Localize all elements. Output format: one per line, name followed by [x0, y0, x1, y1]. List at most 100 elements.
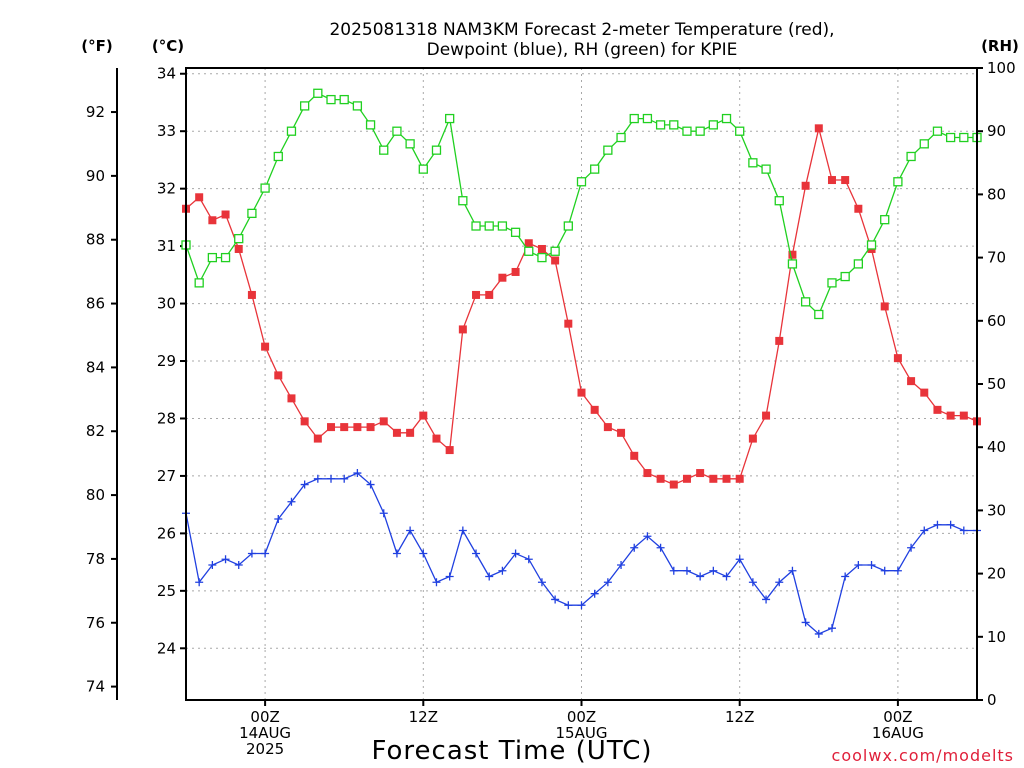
rh-point	[761, 164, 771, 174]
rh-point	[906, 151, 916, 162]
dewpoint-point	[946, 520, 955, 529]
temperature-point	[300, 417, 309, 426]
temperature-point	[801, 181, 810, 190]
temperature-point	[274, 371, 283, 380]
temperature-point	[537, 244, 546, 253]
rh-point	[379, 145, 389, 155]
dewpoint-point	[287, 497, 296, 506]
rh-point	[497, 221, 508, 231]
dewpoint-point	[788, 566, 797, 575]
fahrenheit-tick-label: 84	[86, 358, 105, 376]
temperature-point	[682, 474, 691, 483]
dewpoint-point	[498, 566, 507, 575]
rh-point	[392, 126, 402, 136]
temperature-point	[445, 446, 454, 455]
dewpoint-point	[709, 566, 718, 575]
temperature-point	[577, 388, 586, 397]
rh-point	[840, 271, 850, 282]
fahrenheit-tick-label: 82	[86, 422, 105, 440]
dewpoint-point	[261, 549, 270, 558]
rh-point	[260, 183, 270, 193]
rh-point	[405, 139, 415, 149]
rh-point	[866, 240, 877, 250]
rh-point	[207, 252, 218, 263]
celsius-tick-label: 24	[157, 639, 176, 657]
rh-tick-label: 40	[987, 438, 1006, 456]
dewpoint-point	[327, 474, 336, 483]
rh-point	[234, 233, 244, 244]
time-tick-label: 00Z	[883, 708, 912, 726]
celsius-tick-label: 33	[157, 122, 176, 140]
dewpoint-point	[208, 560, 217, 569]
temperature-point	[327, 423, 336, 432]
temperature-point	[313, 434, 322, 443]
dewpoint-point	[735, 555, 744, 564]
rh-point	[431, 145, 442, 155]
rh-unit-label: (RH)	[981, 37, 1019, 55]
rh-point	[194, 278, 204, 288]
temperature-point	[762, 411, 771, 420]
temperature-point	[524, 239, 533, 248]
plot-frame	[185, 67, 978, 701]
celsius-tick-label: 32	[157, 180, 176, 198]
rh-point	[655, 120, 666, 130]
dewpoint-point	[564, 601, 573, 610]
dewpoint-point	[511, 549, 520, 558]
dewpoint-point	[854, 560, 863, 569]
dewpoint-point	[366, 480, 375, 489]
temperature-point	[406, 428, 415, 437]
chart-title: 2025081318 NAM3KM Forecast 2-meter Tempe…	[329, 20, 834, 60]
rh-point	[590, 164, 600, 174]
dewpoint-point	[722, 572, 731, 581]
dewpoint-point	[247, 549, 256, 558]
temperature-point	[907, 377, 916, 386]
dewpoint-point	[762, 595, 771, 604]
celsius-tick-label: 25	[157, 582, 176, 600]
temperature-point	[603, 423, 612, 432]
dewpoint-point	[419, 549, 428, 558]
dewpoint-point	[933, 520, 942, 529]
rh-point	[787, 259, 798, 269]
temperature-point	[366, 423, 375, 432]
dewpoint-point	[907, 543, 916, 552]
rh-point	[880, 215, 890, 225]
rh-point	[682, 126, 692, 136]
fahrenheit-tick-label: 76	[86, 614, 105, 632]
chart-title-line-1: 2025081318 NAM3KM Forecast 2-meter Tempe…	[329, 20, 834, 40]
temperature-point	[696, 469, 705, 478]
celsius-tick-label: 34	[157, 65, 176, 83]
temperature-point	[788, 250, 797, 259]
rh-tick-label: 90	[987, 122, 1006, 140]
dewpoint-point	[827, 624, 836, 633]
rh-point	[286, 126, 297, 136]
temperature-point	[340, 423, 349, 432]
rh-point	[616, 132, 626, 143]
dewpoint-series	[182, 469, 981, 638]
time-tick-label: 2025	[246, 740, 284, 758]
rh-point	[273, 151, 283, 162]
rh-point	[326, 94, 336, 105]
temperature-point	[827, 176, 836, 185]
rh-point	[642, 113, 653, 124]
series-layer	[181, 88, 982, 638]
fahrenheit-axis: 74 76 78 80 82 84 86 88 90 92	[86, 68, 118, 700]
temperature-point	[656, 474, 665, 483]
rh-point	[827, 278, 837, 288]
temperature-point	[458, 325, 467, 334]
temperature-point	[814, 124, 823, 133]
dewpoint-point	[406, 526, 415, 535]
temperature-point	[959, 411, 968, 420]
rh-tick-label: 0	[987, 691, 997, 709]
dewpoint-point	[458, 526, 467, 535]
rh-point	[299, 101, 310, 111]
temperature-point	[221, 210, 230, 219]
celsius-tick-label: 28	[157, 409, 176, 427]
dewpoint-point	[524, 555, 533, 564]
dewpoint-point	[893, 566, 902, 575]
temperature-point	[551, 256, 560, 265]
rh-point	[814, 309, 824, 320]
rh-point	[945, 132, 956, 143]
rh-point	[484, 221, 494, 231]
dewpoint-point	[867, 560, 876, 569]
